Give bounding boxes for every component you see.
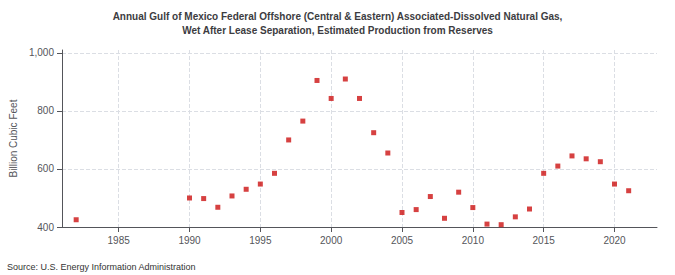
svg-text:Source: U.S. Energy Informatio: Source: U.S. Energy Information Administ… xyxy=(7,262,196,272)
svg-text:2000: 2000 xyxy=(320,235,343,246)
svg-text:Billion Cubic Feet: Billion Cubic Feet xyxy=(8,99,19,177)
svg-text:1985: 1985 xyxy=(108,235,131,246)
svg-text:2015: 2015 xyxy=(533,235,556,246)
svg-text:1,000: 1,000 xyxy=(29,47,54,58)
svg-text:Wet After Lease Separation, Es: Wet After Lease Separation, Estimated Pr… xyxy=(182,25,493,36)
svg-text:600: 600 xyxy=(37,163,54,174)
svg-text:800: 800 xyxy=(37,105,54,116)
svg-text:400: 400 xyxy=(37,222,54,233)
svg-text:1990: 1990 xyxy=(178,235,201,246)
svg-text:Annual Gulf of Mexico Federal: Annual Gulf of Mexico Federal Offshore (… xyxy=(113,11,563,22)
svg-text:1995: 1995 xyxy=(249,235,272,246)
svg-text:2020: 2020 xyxy=(603,235,626,246)
svg-text:2005: 2005 xyxy=(391,235,414,246)
svg-text:2010: 2010 xyxy=(462,235,485,246)
